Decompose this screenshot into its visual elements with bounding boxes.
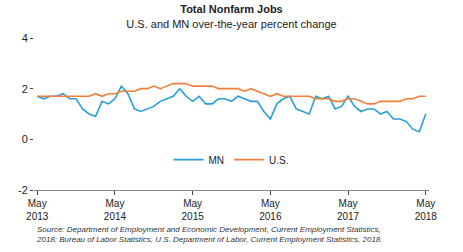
svg-text:0: 0: [22, 133, 28, 145]
svg-text:MN: MN: [209, 155, 225, 166]
svg-text:U.S.: U.S.: [269, 155, 288, 166]
svg-text:May2017: May2017: [337, 198, 360, 222]
svg-text:May2014: May2014: [104, 198, 127, 222]
svg-text:May2013: May2013: [26, 198, 49, 222]
svg-text:May2016: May2016: [259, 198, 282, 222]
svg-text:May2018: May2018: [415, 198, 438, 222]
svg-text:Total Nonfarm JobsU.S. and MN: Total Nonfarm JobsU.S. and MN over-the-y…: [126, 3, 336, 29]
svg-text:May2015: May2015: [182, 198, 205, 222]
svg-text:-2: -2: [18, 184, 28, 196]
svg-text:2: 2: [22, 83, 28, 95]
svg-text:4: 4: [22, 32, 28, 44]
svg-text:Source: Department of Employme: Source: Department of Employment and Eco…: [36, 225, 383, 244]
